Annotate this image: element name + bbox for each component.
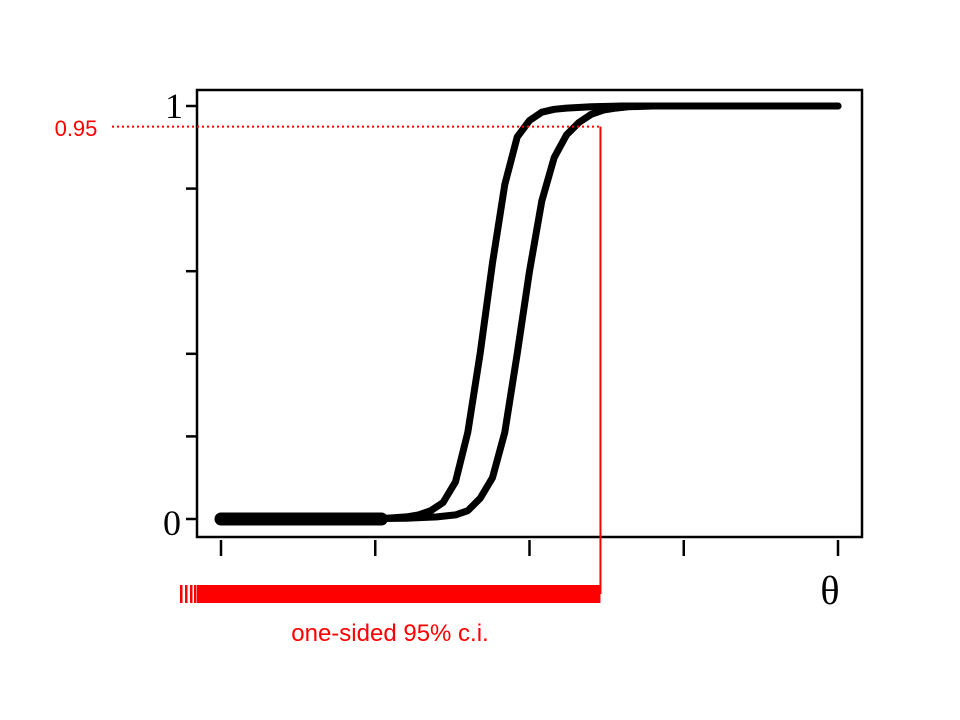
interval-open-end-mark-3 bbox=[194, 585, 197, 603]
x-axis-ticks bbox=[219, 540, 840, 556]
interval-open-end-mark-1 bbox=[185, 585, 188, 603]
threshold-label: 0.95 bbox=[55, 116, 98, 141]
interval-label: one-sided 95% c.i. bbox=[291, 620, 488, 647]
series-layer bbox=[214, 102, 842, 526]
plot-frame bbox=[195, 88, 864, 539]
y-axis-ticks bbox=[186, 104, 197, 521]
annotation-layer bbox=[112, 125, 602, 603]
x-axis-label: θ bbox=[820, 568, 839, 613]
confidence-interval-bar bbox=[197, 585, 601, 603]
interval-open-end-mark-2 bbox=[190, 585, 193, 603]
interval-open-end-mark-0 bbox=[180, 585, 183, 603]
series-line-1 bbox=[217, 102, 842, 523]
y-tick-label-0: 0 bbox=[163, 503, 181, 543]
series-line-2 bbox=[217, 102, 842, 523]
y-tick-label-1: 1 bbox=[165, 86, 183, 126]
